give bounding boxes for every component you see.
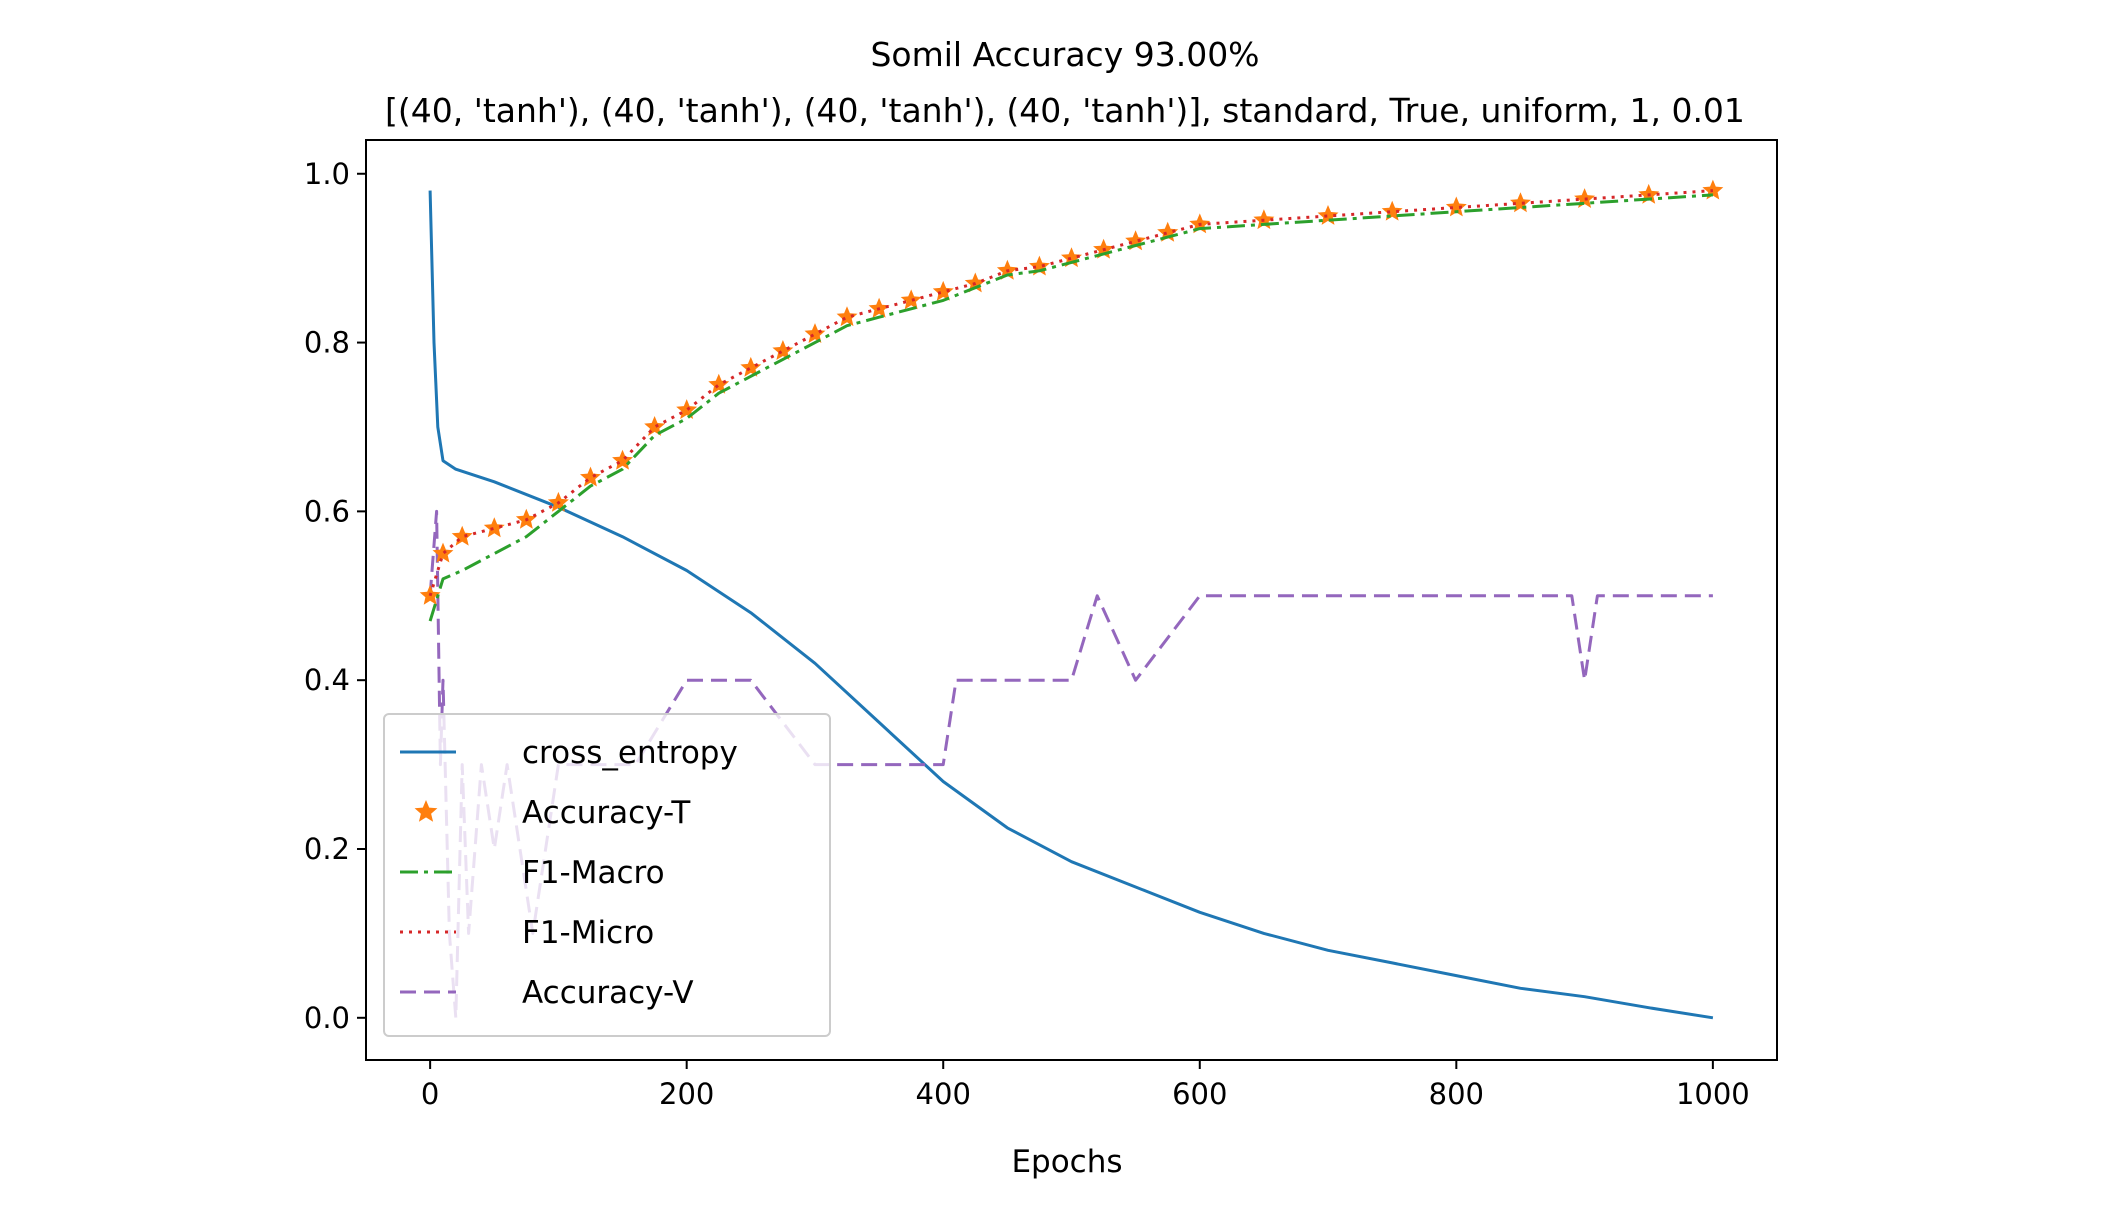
x-tick-label: 800 — [1429, 1077, 1484, 1111]
legend-box — [383, 713, 831, 1037]
legend-label-f1-micro: F1-Micro — [522, 915, 654, 951]
series-accuracy-t-point — [1445, 196, 1467, 217]
series-accuracy-t-point — [432, 542, 454, 563]
x-tick-label: 400 — [916, 1077, 971, 1111]
series-accuracy-t-point — [1702, 179, 1724, 200]
plot-frame — [365, 139, 1778, 1061]
series-accuracy-t-point — [836, 306, 858, 327]
y-tick-label: 0.4 — [304, 663, 350, 697]
x-tick-label: 200 — [659, 1077, 714, 1111]
series-accuracy-t-point — [900, 289, 922, 310]
y-tick-label: 0.0 — [304, 1001, 350, 1035]
series-accuracy-t-point — [451, 525, 473, 546]
series-accuracy-t-point — [676, 399, 698, 419]
series-accuracy-t-point — [483, 517, 505, 538]
legend-swatch-accuracy-t — [414, 800, 438, 822]
x-axis-label: Epochs — [1011, 1144, 1122, 1180]
y-tick-label: 0.8 — [304, 326, 350, 360]
series-accuracy-t-point — [1381, 200, 1403, 221]
legend-label-accuracy-v: Accuracy-V — [522, 975, 694, 1011]
x-tick-label: 1000 — [1676, 1077, 1750, 1111]
legend: cross_entropy Accuracy-T F1-Macro F1-Micro A… — [383, 713, 831, 1037]
legend-label-cross-entropy: cross_entropy — [522, 735, 738, 771]
y-tick-label: 1.0 — [304, 157, 350, 191]
series-accuracy-t-point — [580, 466, 601, 487]
y-tick-label: 0.6 — [304, 494, 350, 528]
chart-subtitle: [(40, 'tanh'), (40, 'tanh'), (40, 'tanh'… — [385, 91, 1745, 130]
series-accuracy-t-point — [932, 280, 954, 301]
axes: 0 200 400 600 800 1000 0.0 0.2 0.4 0.6 0.8 1.0 — [304, 139, 1778, 1111]
x-tick-label: 0 — [421, 1077, 439, 1111]
series-accuracy-t-point — [740, 356, 762, 377]
series-cross-entropy-line — [428, 190, 1714, 1020]
series-accuracy-t-point — [612, 449, 633, 470]
series-accuracy-t-point — [708, 373, 730, 394]
chart-title: Somil Accuracy 93.00% — [870, 35, 1259, 74]
y-tick-label: 0.2 — [304, 832, 350, 866]
legend-label-accuracy-t: Accuracy-T — [522, 795, 691, 831]
series-accuracy-t-point — [772, 340, 794, 360]
series-accuracy-t-point — [804, 323, 826, 343]
legend-label-f1-macro: F1-Macro — [522, 855, 665, 891]
x-tick-label: 600 — [1172, 1077, 1227, 1111]
